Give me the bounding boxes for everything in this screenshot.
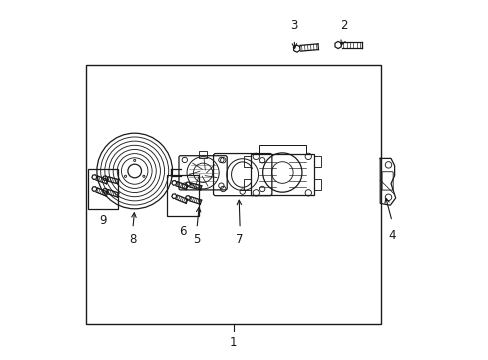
Bar (258, 145, 305, 154)
Text: 5: 5 (193, 233, 200, 246)
Bar (167, 175, 199, 216)
Text: 9: 9 (99, 214, 106, 227)
Bar (313, 179, 320, 190)
Bar (86, 65, 381, 324)
Bar (199, 152, 206, 158)
Bar (243, 156, 250, 167)
Text: 7: 7 (236, 233, 244, 246)
Text: 3: 3 (290, 19, 297, 32)
Bar (88, 169, 118, 209)
Bar (250, 154, 313, 195)
Text: 1: 1 (229, 336, 237, 348)
Text: 2: 2 (339, 19, 346, 32)
Text: 6: 6 (179, 225, 187, 238)
Text: 4: 4 (387, 229, 395, 242)
Bar (313, 156, 320, 167)
Text: 8: 8 (129, 233, 136, 246)
Bar (243, 179, 250, 190)
